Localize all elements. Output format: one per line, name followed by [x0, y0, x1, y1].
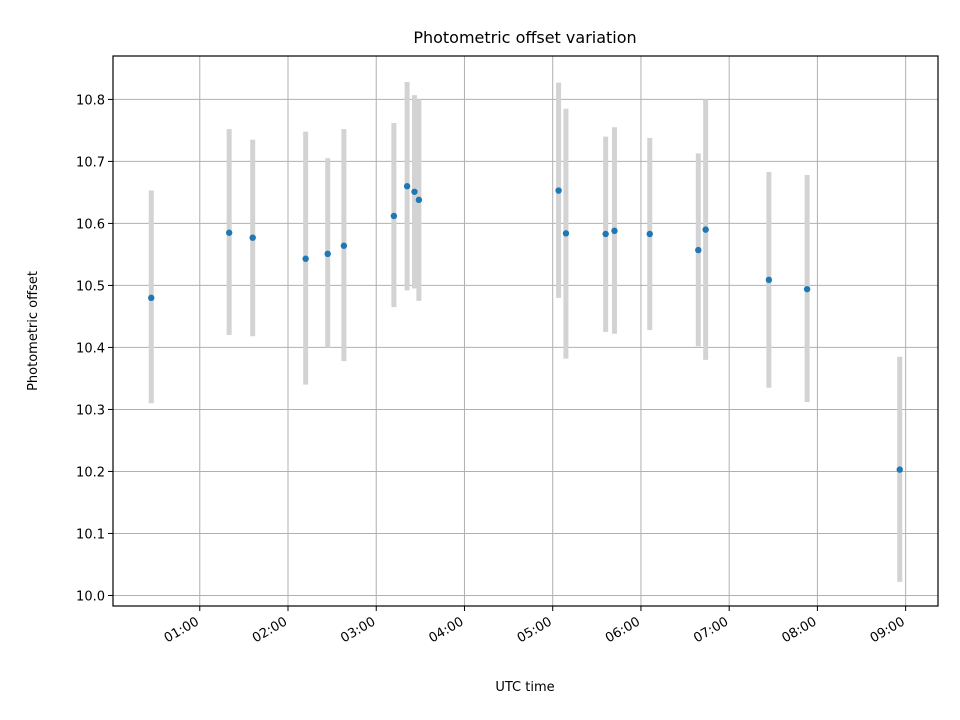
data-point — [411, 188, 418, 195]
y-tick-label: 10.6 — [76, 217, 105, 232]
data-point — [249, 234, 256, 241]
data-point — [602, 230, 609, 238]
data-point — [225, 229, 233, 236]
chart-title: Photometric offset variation — [413, 28, 636, 47]
data-points — [148, 183, 903, 473]
data-point — [302, 255, 309, 262]
data-point — [403, 183, 411, 190]
x-axis-label: UTC time — [495, 680, 554, 695]
data-point — [803, 285, 811, 293]
data-point — [646, 230, 653, 238]
data-point — [562, 230, 570, 237]
data-point — [611, 227, 618, 235]
y-tick-label: 10.5 — [76, 279, 105, 294]
y-tick-label: 10.8 — [76, 93, 105, 108]
plot-frame — [112, 55, 939, 607]
data-point — [555, 187, 562, 194]
y-tick-label: 10.7 — [76, 155, 105, 170]
grid — [113, 56, 938, 606]
data-point — [702, 226, 709, 233]
y-tick-label: 10.0 — [76, 589, 105, 604]
data-point — [148, 294, 155, 302]
y-tick-label: 10.4 — [76, 341, 105, 356]
y-tick-label: 10.3 — [76, 403, 105, 418]
data-point — [390, 212, 398, 220]
data-point — [695, 246, 702, 254]
data-point — [896, 466, 903, 473]
y-tick-label: 10.2 — [76, 465, 105, 480]
data-point — [765, 276, 773, 284]
data-point — [340, 242, 348, 249]
data-point — [415, 196, 423, 204]
y-tick-label: 10.1 — [76, 527, 105, 542]
y-axis-ticks: 10.0 10.1 10.2 10.3 10.4 10.5 10.6 10.7 10.8 — [76, 93, 113, 604]
data-point — [324, 250, 331, 258]
y-axis-label: Photometric offset — [26, 271, 41, 391]
